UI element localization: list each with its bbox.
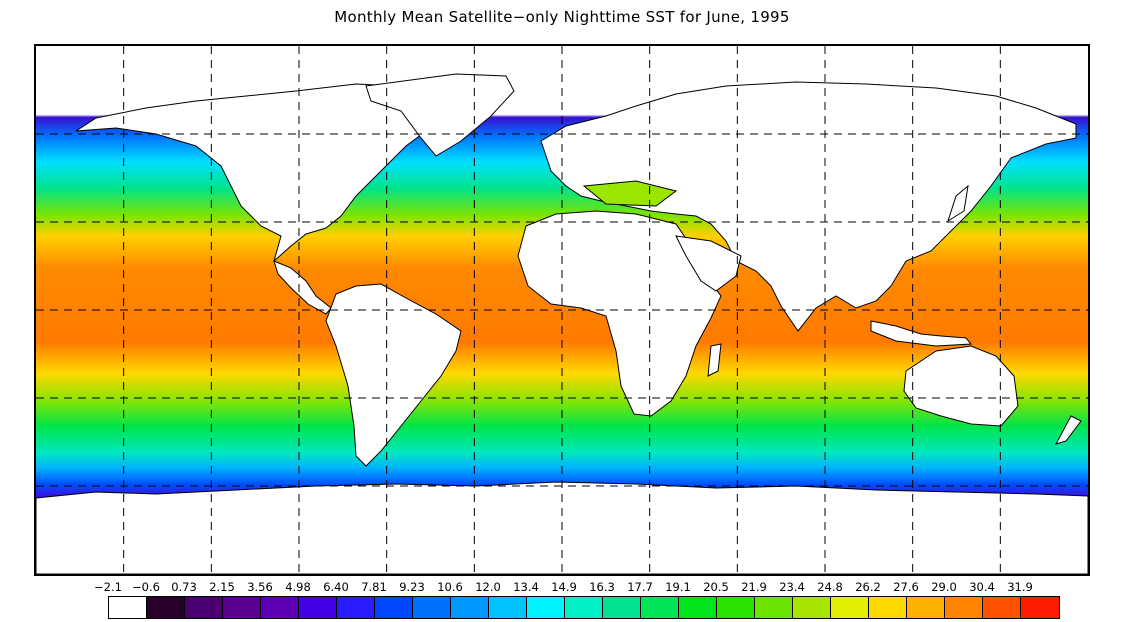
colorbar-swatch [375,597,413,618]
colorbar-swatch [755,597,793,618]
north-america [75,83,437,263]
colorbar-label: 17.7 [627,580,653,594]
colorbar-label: 26.2 [855,580,881,594]
colorbar-swatch [603,597,641,618]
colorbar-swatch [337,597,375,618]
greenland [365,73,515,157]
colorbar-label: 24.8 [817,580,843,594]
colorbar-labels: −2.1 −0.6 0.73 2.15 3.56 4.98 6.40 7.81 9.23 10.6… [94,580,1040,594]
colorbar-label: 10.6 [437,580,463,594]
sst-map [34,44,1090,576]
colorbar-swatch [261,597,299,618]
colorbar-swatch [983,597,1021,618]
colorbar-swatch [831,597,869,618]
colorbar-label: 29.0 [931,580,957,594]
japan [947,184,969,223]
colorbar-label: 6.40 [323,580,349,594]
colorbar-swatch [641,597,679,618]
colorbar-label: 21.9 [741,580,767,594]
colorbar-label: 27.6 [893,580,919,594]
colorbar-swatch [869,597,907,618]
colorbar-label: 12.0 [475,580,501,594]
south-america [325,283,462,467]
map-title: Monthly Mean Satellite−only Nighttime SS… [334,8,790,26]
colorbar-label: 19.1 [665,580,691,594]
colorbar-label: 30.4 [969,580,995,594]
colorbar-label: 0.73 [171,580,197,594]
colorbar-label: 9.23 [399,580,425,594]
colorbar-label: 31.9 [1007,580,1033,594]
colorbar-swatch [527,597,565,618]
colorbar-label: 23.4 [779,580,805,594]
colorbar-swatch [679,597,717,618]
colorbar-swatch [565,597,603,618]
colorbar-swatch [147,597,185,618]
colorbar-swatch [451,597,489,618]
colorbar-label: 20.5 [703,580,729,594]
colorbar-swatch [185,597,223,618]
colorbar-swatch [717,597,755,618]
colorbar-swatch [223,597,261,618]
mediterranean-sea [582,180,678,207]
colorbar-swatch [489,597,527,618]
sst-map-canvas [36,46,1088,574]
lat-lon-grid [36,46,1088,574]
colorbar-label: 3.56 [247,580,273,594]
colorbar-swatch [1021,597,1059,618]
africa [517,210,722,417]
colorbar-label: 13.4 [513,580,539,594]
arabia [675,235,742,292]
new-zealand [1054,415,1082,445]
colorbar [108,596,1060,619]
colorbar-label: −2.1 [94,580,122,594]
colorbar-swatch [299,597,337,618]
colorbar-label: −0.6 [132,580,160,594]
madagascar [707,343,722,377]
colorbar-label: 7.81 [361,580,387,594]
colorbar-swatch [907,597,945,618]
colorbar-label: 2.15 [209,580,235,594]
eurasia [540,81,1077,332]
colorbar-label: 16.3 [589,580,615,594]
colorbar-label: 14.9 [551,580,577,594]
colorbar-swatch [413,597,451,618]
colorbar-swatch [109,597,147,618]
colorbar-swatch [793,597,831,618]
indonesia [870,320,973,347]
australia [903,345,1019,427]
colorbar-label: 4.98 [285,580,311,594]
colorbar-swatch [945,597,983,618]
